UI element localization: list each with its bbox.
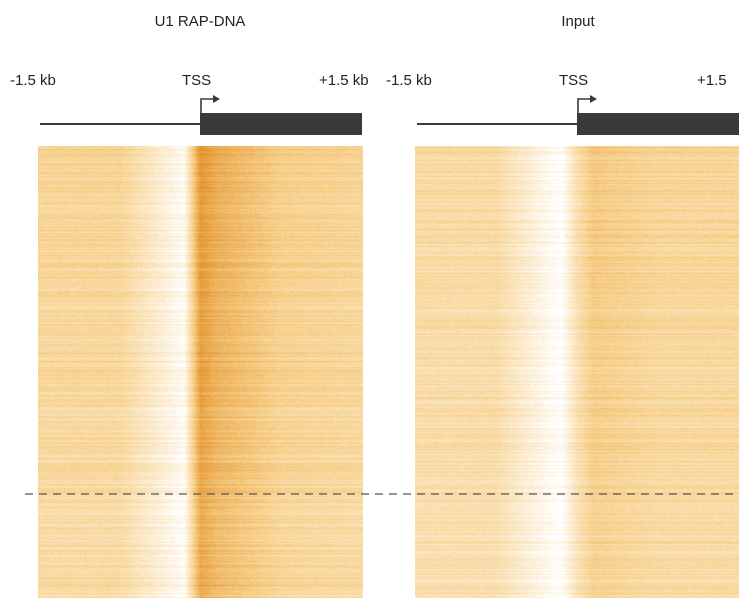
tick-label-left-start: -1.5 kb [10,72,56,89]
gene-body-bar [200,113,362,135]
tss-arrow-icon [213,95,220,103]
tick-label-left-tss: TSS [182,72,212,89]
panel-title-u1-rap-dna: U1 RAP-DNA [154,13,246,30]
tick-label-right-end: +1.5 [697,72,727,89]
tss-arrow-icon [590,95,597,103]
heatmap-input [415,146,739,598]
heatmap-u1-rap-dna [38,146,363,598]
tick-label-left-end: +1.5 kb [319,72,369,89]
gene-track-right [417,95,739,135]
gene-track-left [40,95,362,135]
tick-label-right-tss: TSS [559,72,589,89]
tick-label-right-start: -1.5 kb [386,72,432,89]
gene-body-bar [577,113,739,135]
tss-arrow-stem [200,98,214,113]
panel-title-input: Input [561,13,595,30]
tss-arrow-stem [577,98,591,113]
